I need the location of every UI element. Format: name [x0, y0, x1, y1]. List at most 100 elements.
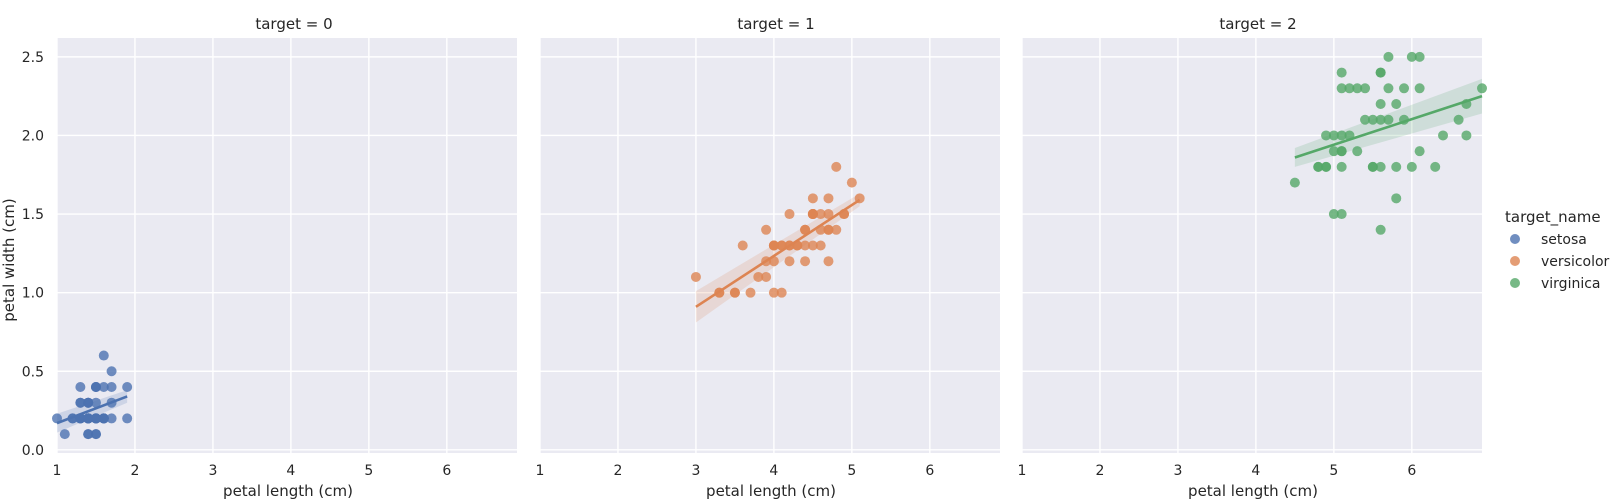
point-virginica-10 — [1336, 130, 1347, 141]
x-tick-label: 2 — [614, 463, 623, 479]
legend-marker-virginica — [1510, 278, 1520, 288]
point-virginica-22 — [1461, 130, 1472, 141]
x-tick-label: 1 — [53, 463, 62, 479]
point-setosa-13 — [59, 429, 70, 440]
x-tick-label: 4 — [286, 463, 295, 479]
x-tick-label: 2 — [131, 463, 140, 479]
x-tick-label: 1 — [536, 463, 545, 479]
x-tick-label: 5 — [847, 463, 856, 479]
y-tick-label: 2.5 — [22, 50, 44, 66]
point-versicolor-39 — [768, 240, 779, 251]
x-tick-label: 5 — [364, 463, 373, 479]
point-virginica-27 — [1321, 161, 1332, 172]
point-virginica-3 — [1375, 161, 1386, 172]
point-versicolor-26 — [831, 224, 842, 235]
point-virginica-37 — [1367, 161, 1378, 172]
point-versicolor-6 — [823, 193, 834, 204]
x-tick-label: 3 — [208, 463, 217, 479]
point-versicolor-31 — [745, 287, 756, 298]
point-setosa-45 — [83, 397, 94, 408]
point-versicolor-27 — [846, 177, 857, 188]
point-virginica-21 — [1321, 130, 1332, 141]
point-setosa-37 — [83, 429, 94, 440]
point-virginica-42 — [1336, 146, 1347, 157]
y-tick-label: 2.0 — [22, 128, 44, 144]
point-setosa-31 — [90, 381, 101, 392]
point-versicolor-11 — [784, 209, 795, 220]
facet-title-1: target = 1 — [737, 15, 814, 33]
point-versicolor-8 — [815, 240, 826, 251]
y-axis-label: petal width (cm) — [0, 198, 18, 321]
point-virginica-19 — [1328, 209, 1339, 220]
y-tick-labels: 0.0 0.5 1.0 1.5 2.0 2.5 — [22, 50, 44, 459]
point-versicolor-25 — [800, 224, 811, 235]
regression-line — [1294, 94, 1483, 159]
point-setosa-32 — [90, 429, 101, 440]
x-axis-label-1: petal length (cm) — [706, 482, 836, 500]
point-setosa-49 — [83, 413, 94, 424]
point-virginica-38 — [1313, 161, 1324, 172]
point-virginica-28 — [1375, 114, 1386, 125]
point-setosa-20 — [106, 413, 117, 424]
point-virginica-35 — [1414, 83, 1425, 94]
point-virginica-5 — [1453, 114, 1464, 125]
point-versicolor-17 — [776, 287, 787, 298]
point-virginica-0 — [1406, 51, 1417, 62]
panel-background — [1022, 38, 1482, 453]
point-virginica-12 — [1367, 114, 1378, 125]
y-tick-label: 1.0 — [22, 286, 44, 302]
point-virginica-48 — [1360, 83, 1371, 94]
x-tick-label: 6 — [442, 463, 451, 479]
point-virginica-8 — [1391, 161, 1402, 172]
point-versicolor-5 — [807, 240, 818, 251]
point-virginica-29 — [1391, 193, 1402, 204]
legend: target_name setosa versicolor virginica — [1505, 208, 1610, 292]
regression-line — [56, 395, 128, 425]
facet-panel-0: 1 2 3 4 5 6 — [52, 38, 517, 479]
facet-panel-1: 1 2 3 4 5 6 — [536, 38, 1000, 479]
facet-title-2: target = 2 — [1219, 15, 1296, 33]
point-virginica-18 — [1477, 83, 1487, 94]
x-tick-label: 3 — [691, 463, 700, 479]
panel-background — [57, 38, 517, 453]
point-virginica-45 — [1344, 83, 1355, 94]
point-versicolor-45 — [784, 256, 795, 267]
point-versicolor-4 — [815, 209, 826, 220]
point-versicolor-9 — [761, 224, 772, 235]
point-setosa-41 — [75, 397, 86, 408]
point-versicolor-14 — [737, 240, 748, 251]
x-tick-label: 1 — [1018, 463, 1027, 479]
x-tick-label: 6 — [925, 463, 934, 479]
x-tick-label: 6 — [1407, 463, 1416, 479]
point-setosa-46 — [98, 413, 109, 424]
legend-label-setosa: setosa — [1541, 232, 1587, 248]
point-versicolor-20 — [831, 161, 842, 172]
point-virginica-14 — [1336, 67, 1347, 78]
point-virginica-32 — [1375, 99, 1386, 110]
point-virginica-15 — [1352, 83, 1363, 94]
point-versicolor-13 — [823, 224, 834, 235]
point-virginica-24 — [1383, 114, 1394, 125]
point-virginica-31 — [1438, 130, 1449, 141]
point-virginica-46 — [1328, 146, 1339, 157]
legend-label-versicolor: versicolor — [1541, 254, 1610, 270]
facet-panel-2: 1 2 3 4 5 6 — [1018, 38, 1487, 479]
point-setosa-19 — [90, 397, 101, 408]
x-tick-label: 4 — [1251, 463, 1260, 479]
point-virginica-44 — [1383, 51, 1394, 62]
x-axis-label-0: petal length (cm) — [223, 482, 353, 500]
point-virginica-20 — [1383, 83, 1394, 94]
point-versicolor-23 — [823, 256, 834, 267]
point-virginica-11 — [1352, 146, 1363, 157]
point-virginica-30 — [1414, 146, 1425, 157]
point-virginica-25 — [1406, 161, 1417, 172]
point-setosa-48 — [90, 413, 101, 424]
x-tick-label: 2 — [1096, 463, 1105, 479]
point-versicolor-30 — [753, 271, 764, 282]
point-virginica-4 — [1391, 99, 1402, 110]
point-setosa-5 — [106, 381, 117, 392]
legend-marker-setosa — [1510, 234, 1520, 244]
point-versicolor-34 — [807, 209, 818, 220]
x-tick-label: 4 — [769, 463, 778, 479]
